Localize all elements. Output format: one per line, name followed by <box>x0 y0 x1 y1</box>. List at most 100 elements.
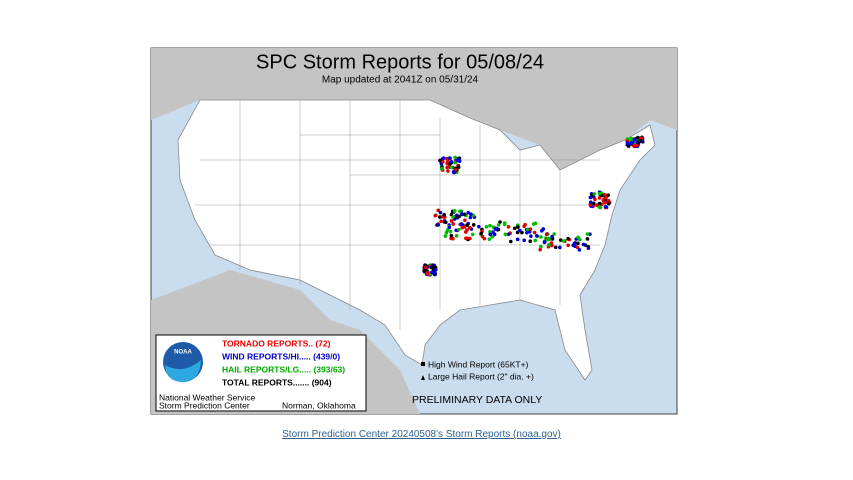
wind-key: High Wind Report (65KT+) <box>428 359 529 369</box>
report-dot <box>456 157 461 162</box>
report-dot <box>464 236 468 241</box>
report-dot <box>425 272 429 276</box>
report-dot <box>576 235 580 240</box>
report-dot <box>550 234 554 239</box>
report-dot <box>498 220 502 224</box>
report-dot <box>522 238 527 243</box>
report-dots <box>422 135 645 277</box>
report-dot <box>588 200 593 205</box>
report-dot <box>506 232 511 237</box>
report-dot <box>572 241 577 246</box>
report-dot <box>533 238 538 243</box>
caption-link[interactable]: Storm Prediction Center 20240508's Storm… <box>282 429 561 440</box>
wind-key-icon <box>421 362 425 366</box>
center: Storm Prediction Center <box>159 400 250 410</box>
report-dot <box>469 212 473 217</box>
report-dot <box>436 223 440 227</box>
report-dot <box>606 193 610 197</box>
report-dot <box>625 141 630 145</box>
tornado-legend: TORNADO REPORTS.. (72) <box>222 338 331 348</box>
report-dot <box>566 236 570 241</box>
report-dot <box>626 144 631 149</box>
report-dot <box>487 237 492 241</box>
report-dot <box>496 223 501 227</box>
report-dot <box>454 234 459 238</box>
report-dot <box>423 265 428 270</box>
report-dot <box>522 224 526 229</box>
report-dot <box>457 214 461 219</box>
report-dot <box>592 201 596 206</box>
report-dot <box>577 248 582 252</box>
report-dot <box>457 227 461 232</box>
report-dot <box>480 234 485 239</box>
report-dot <box>533 221 538 226</box>
report-dot <box>512 226 517 231</box>
report-dot <box>451 215 455 219</box>
hail-legend: HAIL REPORTS/LG..... (393/63) <box>222 364 345 374</box>
report-dot <box>448 229 453 234</box>
report-dot <box>581 242 586 247</box>
report-dot <box>451 236 455 241</box>
report-dot <box>441 159 445 164</box>
report-dot <box>431 270 436 275</box>
report-dot <box>575 245 580 250</box>
report-dot <box>597 201 602 206</box>
report-dot <box>451 170 456 174</box>
report-dot <box>467 225 472 230</box>
hail-key-icon <box>421 375 425 380</box>
report-dot <box>538 247 542 252</box>
report-dot <box>529 234 533 238</box>
report-dot <box>606 198 611 203</box>
report-dot <box>549 241 554 245</box>
report-dot <box>592 192 597 196</box>
report-dot <box>466 210 471 215</box>
wind-legend: WIND REPORTS/HI..... (439/0) <box>222 351 340 361</box>
report-dot <box>586 246 591 251</box>
report-dot <box>433 213 438 218</box>
agency: National Weather Service <box>159 392 255 402</box>
report-dot <box>449 165 454 170</box>
report-dot <box>515 237 520 242</box>
report-dot <box>449 219 454 223</box>
report-dot <box>558 245 562 250</box>
report-dot <box>470 232 475 237</box>
report-dot <box>544 232 549 237</box>
report-dot <box>444 220 448 225</box>
report-dot <box>632 144 636 148</box>
report-dot <box>552 232 556 236</box>
storm-map: SPC Storm Reports for 05/08/24 Map updat… <box>150 47 678 415</box>
report-dot <box>535 234 539 238</box>
report-dot <box>438 158 442 163</box>
report-dot <box>452 209 457 213</box>
report-dot <box>539 244 543 249</box>
report-dot <box>447 156 452 160</box>
report-dot <box>438 210 443 215</box>
report-dot <box>439 219 443 224</box>
report-dot <box>477 224 481 229</box>
map-subtitle: Map updated at 2041Z on 05/31/24 <box>322 75 479 86</box>
report-dot <box>597 196 602 200</box>
report-dot <box>603 200 607 205</box>
report-dot <box>449 233 454 238</box>
united-states <box>177 99 656 381</box>
report-dot <box>429 265 434 270</box>
map-title: SPC Storm Reports for 05/08/24 <box>256 51 544 73</box>
report-dot <box>509 239 513 244</box>
report-dot <box>436 208 441 213</box>
report-dot <box>539 235 543 239</box>
report-dot <box>443 234 448 238</box>
report-dot <box>528 227 533 231</box>
report-dot <box>629 136 633 141</box>
report-dot <box>445 228 450 232</box>
report-dot <box>449 159 454 164</box>
report-dot <box>490 235 495 239</box>
report-dot <box>503 232 508 237</box>
report-dot <box>471 223 476 227</box>
report-dot <box>451 222 456 226</box>
report-dot <box>463 218 467 223</box>
report-dot <box>632 137 637 142</box>
report-dot <box>433 267 438 272</box>
report-dot <box>635 135 640 140</box>
report-dot <box>585 237 590 241</box>
